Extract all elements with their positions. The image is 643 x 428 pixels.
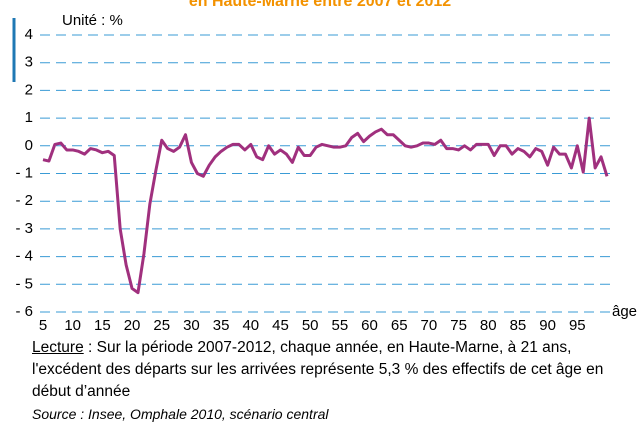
x-tick-label: 40 xyxy=(242,317,259,334)
source: Source : Insee, Omphale 2010, scénario c… xyxy=(32,406,329,422)
y-tick-label: 3 xyxy=(25,54,33,71)
lecture-text: : Sur la période 2007-2012, chaque année… xyxy=(32,339,604,400)
x-tick-label: 55 xyxy=(331,317,348,334)
x-tick-label: 75 xyxy=(450,317,467,334)
x-tick-label: 65 xyxy=(391,317,408,334)
x-tick-label: 80 xyxy=(480,317,497,334)
frame xyxy=(0,0,14,82)
y-tick-label: - 6 xyxy=(15,303,33,320)
x-tick-label: 50 xyxy=(302,317,319,334)
y-tick-label: - 5 xyxy=(15,275,33,292)
x-tick-label: 25 xyxy=(153,317,170,334)
y-tick-label: 0 xyxy=(25,137,33,154)
x-tick-label: 10 xyxy=(64,317,81,334)
x-tick-label: 35 xyxy=(213,317,230,334)
y-unit: Unité : % xyxy=(62,12,123,29)
chart: en Haute-Marne entre 2007 et 2012 Unité … xyxy=(0,0,638,334)
y-tick-label: 4 xyxy=(25,26,33,43)
x-tick-label: 85 xyxy=(510,317,527,334)
x-tick-label: 95 xyxy=(569,317,586,334)
x-tick-label: 20 xyxy=(124,317,141,334)
x-tick-label: 70 xyxy=(421,317,438,334)
x-tick-label: 5 xyxy=(39,317,47,334)
lecture: Lecture : Sur la période 2007-2012, chaq… xyxy=(32,337,642,403)
data-line xyxy=(42,116,609,295)
x-tick-label: 45 xyxy=(272,317,289,334)
lecture-label: Lecture xyxy=(32,339,84,356)
y-tick-label: - 4 xyxy=(15,248,33,265)
y-tick-label: 2 xyxy=(25,81,33,98)
y-tick-label: - 1 xyxy=(15,164,33,181)
chart-title: en Haute-Marne entre 2007 et 2012 xyxy=(189,0,451,10)
y-tick-label: - 3 xyxy=(15,220,33,237)
x-tick-label: 30 xyxy=(183,317,200,334)
x-tick-label: 60 xyxy=(361,317,378,334)
x-axis-label: âge xyxy=(612,303,637,320)
y-tick-label: - 2 xyxy=(15,192,33,209)
y-tick-label: 1 xyxy=(25,109,33,126)
x-tick-label: 15 xyxy=(94,317,111,334)
x-tick-label: 90 xyxy=(539,317,556,334)
